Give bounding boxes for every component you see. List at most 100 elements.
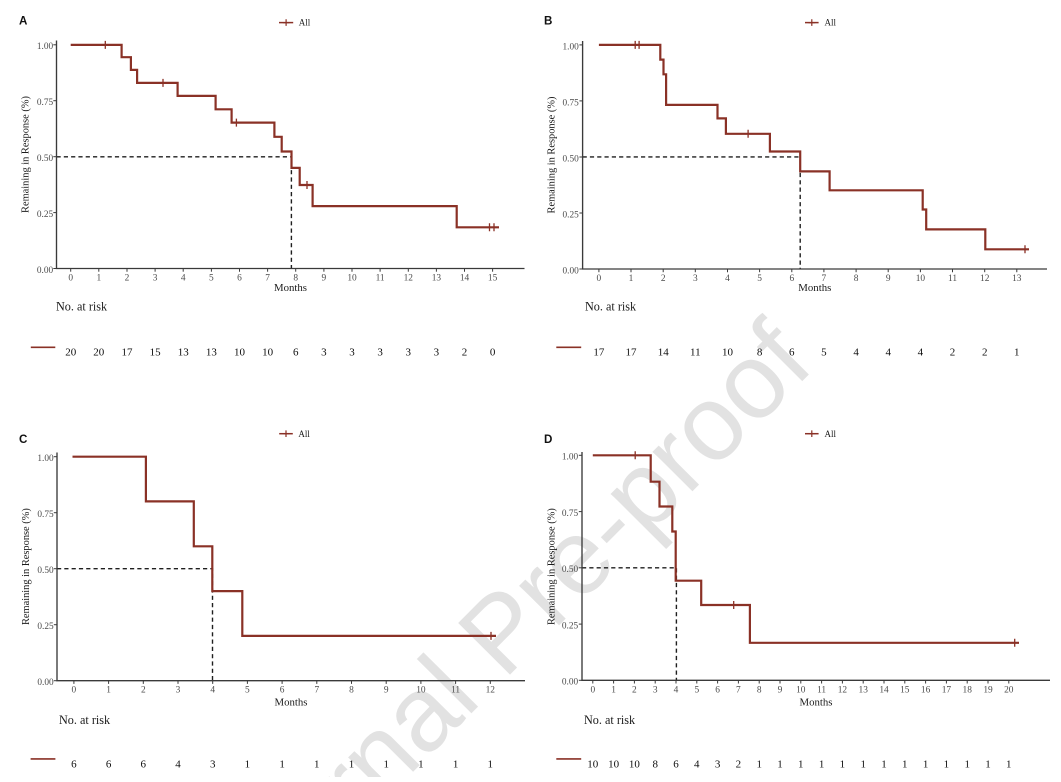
svg-text:3: 3 — [153, 273, 158, 283]
svg-text:1: 1 — [279, 759, 285, 771]
svg-text:1: 1 — [902, 759, 908, 771]
svg-text:18: 18 — [963, 685, 973, 695]
svg-text:1: 1 — [349, 759, 355, 771]
svg-text:14: 14 — [658, 347, 670, 359]
svg-text:15: 15 — [150, 347, 162, 359]
svg-text:4: 4 — [674, 685, 679, 695]
svg-text:4: 4 — [694, 759, 700, 771]
svg-text:3: 3 — [715, 759, 721, 771]
svg-text:1: 1 — [1006, 759, 1012, 771]
svg-text:0.25: 0.25 — [563, 210, 580, 220]
svg-text:2: 2 — [141, 685, 146, 695]
svg-text:10: 10 — [416, 685, 426, 695]
svg-text:13: 13 — [432, 273, 442, 283]
svg-text:1: 1 — [106, 685, 111, 695]
svg-text:Months: Months — [800, 697, 833, 709]
svg-text:14: 14 — [879, 685, 889, 695]
svg-text:8: 8 — [652, 759, 658, 771]
svg-text:3: 3 — [176, 685, 181, 695]
svg-text:1.00: 1.00 — [37, 454, 54, 464]
svg-text:11: 11 — [948, 274, 957, 284]
svg-text:3: 3 — [434, 347, 440, 359]
svg-text:1: 1 — [245, 759, 251, 771]
svg-text:1: 1 — [860, 759, 866, 771]
svg-text:1: 1 — [881, 759, 887, 771]
svg-text:11: 11 — [690, 347, 701, 359]
svg-text:Months: Months — [275, 697, 308, 709]
svg-text:13: 13 — [206, 347, 218, 359]
svg-text:1: 1 — [840, 759, 846, 771]
svg-text:6: 6 — [789, 347, 795, 359]
svg-text:8: 8 — [757, 347, 763, 359]
svg-text:Remaining in Response (%): Remaining in Response (%) — [21, 96, 32, 213]
svg-text:0.25: 0.25 — [37, 622, 54, 632]
svg-text:All: All — [825, 429, 837, 439]
svg-text:8: 8 — [293, 273, 298, 283]
svg-text:12: 12 — [404, 273, 414, 283]
svg-text:10: 10 — [262, 347, 274, 359]
svg-text:No. at risk: No. at risk — [59, 713, 111, 727]
svg-text:1: 1 — [777, 759, 783, 771]
svg-text:1: 1 — [985, 759, 991, 771]
svg-text:20: 20 — [1004, 685, 1014, 695]
svg-text:D: D — [544, 433, 552, 446]
svg-text:19: 19 — [983, 685, 993, 695]
svg-text:7: 7 — [314, 685, 319, 695]
svg-text:5: 5 — [821, 347, 827, 359]
svg-text:10: 10 — [347, 273, 357, 283]
svg-text:5: 5 — [245, 685, 250, 695]
svg-text:1.00: 1.00 — [562, 453, 579, 463]
svg-text:1: 1 — [964, 759, 970, 771]
svg-text:17: 17 — [122, 347, 134, 359]
svg-text:1: 1 — [1014, 347, 1020, 359]
svg-text:12: 12 — [838, 685, 848, 695]
svg-text:3: 3 — [377, 347, 383, 359]
svg-text:14: 14 — [460, 273, 470, 283]
svg-text:4: 4 — [210, 685, 215, 695]
svg-text:16: 16 — [921, 685, 931, 695]
svg-text:0.75: 0.75 — [562, 509, 579, 519]
svg-text:1: 1 — [819, 759, 825, 771]
svg-text:7: 7 — [736, 685, 741, 695]
svg-text:20: 20 — [65, 347, 77, 359]
svg-text:8: 8 — [854, 274, 859, 284]
svg-text:0: 0 — [72, 685, 77, 695]
svg-text:6: 6 — [71, 759, 77, 771]
svg-text:No. at risk: No. at risk — [585, 300, 637, 314]
svg-text:3: 3 — [693, 274, 698, 284]
svg-text:0.50: 0.50 — [37, 154, 54, 164]
svg-text:0.75: 0.75 — [37, 510, 54, 520]
svg-text:7: 7 — [265, 273, 270, 283]
svg-text:0.25: 0.25 — [562, 622, 579, 632]
svg-text:Months: Months — [274, 282, 307, 294]
svg-text:1: 1 — [453, 759, 459, 771]
svg-text:13: 13 — [859, 685, 869, 695]
svg-text:13: 13 — [1012, 274, 1022, 284]
svg-text:4: 4 — [181, 273, 186, 283]
svg-text:17: 17 — [942, 685, 952, 695]
svg-text:0: 0 — [68, 273, 73, 283]
svg-text:0.00: 0.00 — [37, 678, 54, 688]
svg-text:11: 11 — [451, 685, 460, 695]
svg-text:6: 6 — [141, 759, 147, 771]
svg-text:All: All — [299, 17, 311, 27]
svg-text:13: 13 — [178, 347, 190, 359]
svg-text:0.00: 0.00 — [563, 266, 580, 276]
svg-text:8: 8 — [757, 685, 762, 695]
svg-text:3: 3 — [210, 759, 216, 771]
svg-text:1: 1 — [314, 759, 320, 771]
svg-text:8: 8 — [349, 685, 354, 695]
svg-text:2: 2 — [125, 273, 130, 283]
svg-text:Remaining in Response (%): Remaining in Response (%) — [21, 508, 32, 625]
svg-text:4: 4 — [175, 759, 181, 771]
svg-text:11: 11 — [376, 273, 385, 283]
svg-text:1: 1 — [383, 759, 389, 771]
svg-text:4: 4 — [725, 274, 730, 284]
svg-text:B: B — [544, 15, 552, 28]
svg-text:0.25: 0.25 — [37, 210, 54, 220]
svg-text:9: 9 — [778, 685, 783, 695]
svg-text:2: 2 — [661, 274, 666, 284]
svg-text:1: 1 — [488, 759, 494, 771]
svg-text:9: 9 — [886, 274, 891, 284]
svg-text:1: 1 — [944, 759, 950, 771]
